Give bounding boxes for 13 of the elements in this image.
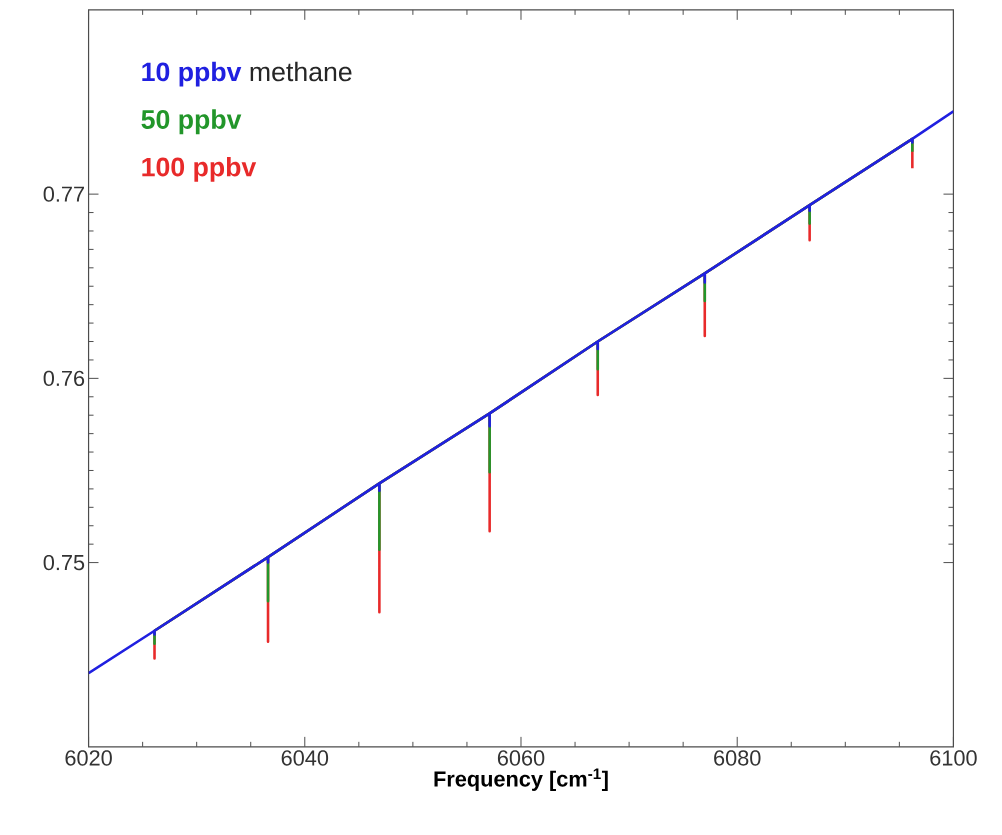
y-tick-label: 0.75	[43, 554, 85, 571]
x-tick-label: 6060	[497, 750, 545, 766]
y-tick-label: 0.77	[43, 186, 84, 202]
x-axis-title: Frequency [cm$^{-1}$]	[434, 768, 608, 791]
x-tick-label: 6100	[930, 750, 977, 766]
y-tick-label: 0.76	[43, 370, 85, 387]
text: 50 ppbv	[141, 109, 242, 135]
x-tick-label: 6040	[281, 750, 329, 766]
text: 100 ppbv	[142, 156, 257, 182]
annotation: methane	[250, 61, 352, 82]
text: 10 ppbv	[142, 61, 242, 87]
x-tick-label: 6080	[714, 750, 761, 766]
x-tick-label: 6020	[65, 750, 112, 766]
